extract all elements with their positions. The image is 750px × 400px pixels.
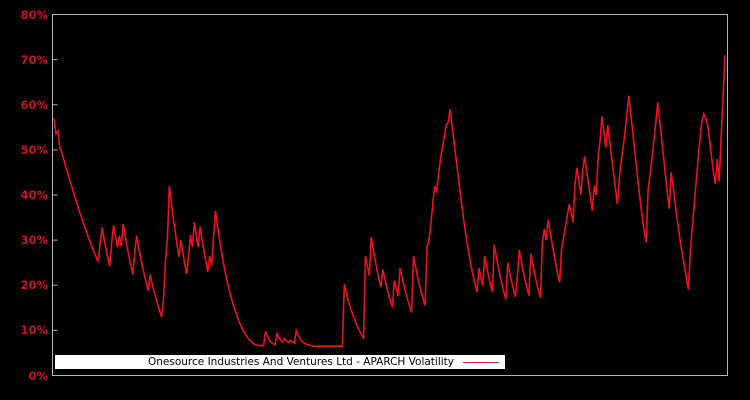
y-tick-label: 0% <box>28 368 48 383</box>
y-tick-label: 70% <box>20 52 48 67</box>
series-line-aparch-volatility <box>53 55 726 347</box>
y-tick-marks <box>52 14 58 376</box>
legend-label: Onesource Industries And Ventures Ltd - … <box>148 356 454 368</box>
y-tick-label: 10% <box>20 323 48 338</box>
chart-legend: Onesource Industries And Ventures Ltd - … <box>55 355 505 369</box>
y-tick-label: 20% <box>20 278 48 293</box>
y-tick-label: 40% <box>20 188 48 202</box>
y-tick-label: 50% <box>20 142 48 157</box>
y-tick-label: 30% <box>20 233 48 248</box>
y-tick-label: 60% <box>20 97 48 112</box>
y-axis-tick-labels: 0% 10% 20% 30% 40% 50% 60% 70% 80% <box>0 0 48 400</box>
y-tick-label: 80% <box>20 7 48 22</box>
legend-line-sample <box>463 361 499 363</box>
